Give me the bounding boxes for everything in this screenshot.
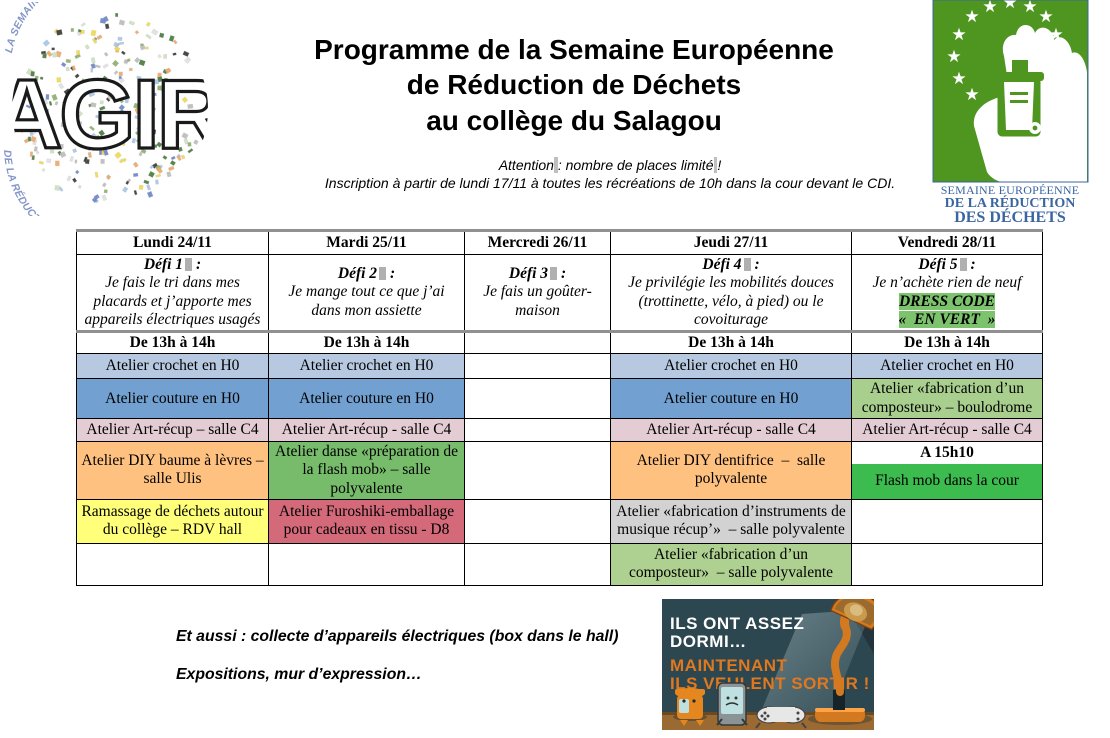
svg-text:SEMAINE EUROPÉENNE: SEMAINE EUROPÉENNE: [941, 183, 1080, 197]
svg-text:★: ★: [964, 7, 979, 26]
svg-text:★: ★: [982, 0, 997, 16]
svg-text:★: ★: [964, 85, 979, 104]
svg-text:DES DÉCHETS: DES DÉCHETS: [954, 207, 1066, 224]
svg-text:★: ★: [1022, 0, 1037, 16]
svg-text:ILS ONT ASSEZ: ILS ONT ASSEZ: [670, 614, 804, 633]
svg-text:★: ★: [1002, 0, 1017, 12]
svg-text:★: ★: [1038, 7, 1053, 26]
svg-text:★: ★: [951, 25, 966, 44]
svg-text:DORMI…: DORMI…: [670, 632, 747, 651]
svg-text:★: ★: [946, 47, 961, 66]
svg-text:AGIR: AGIR: [2, 59, 218, 169]
svg-text:MAINTENANT: MAINTENANT: [670, 656, 787, 675]
